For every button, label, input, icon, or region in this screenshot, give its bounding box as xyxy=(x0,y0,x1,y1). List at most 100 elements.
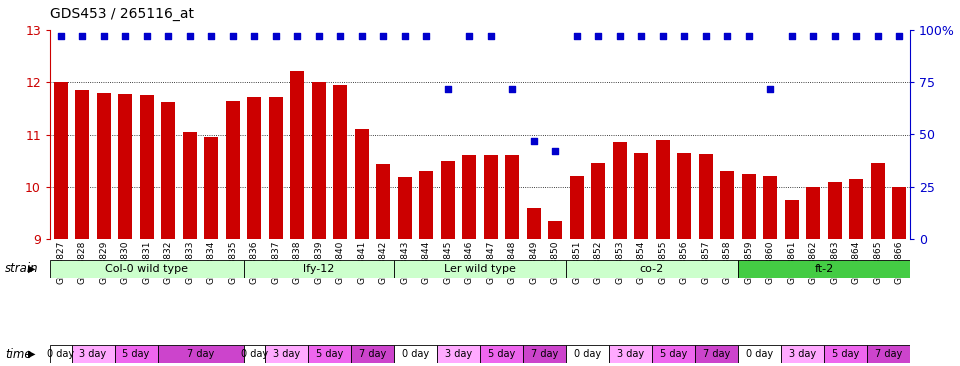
Point xyxy=(354,33,370,39)
Point xyxy=(590,33,606,39)
Text: 3 day: 3 day xyxy=(789,349,816,359)
Bar xyxy=(157,346,244,363)
Bar xyxy=(437,346,480,363)
Bar xyxy=(244,260,394,278)
Text: strain: strain xyxy=(5,262,38,276)
Bar xyxy=(480,346,523,363)
Text: 0 day: 0 day xyxy=(746,349,773,359)
Point xyxy=(117,33,132,39)
Text: 7 day: 7 day xyxy=(875,349,902,359)
Bar xyxy=(114,346,157,363)
Text: 3 day: 3 day xyxy=(617,349,644,359)
Point xyxy=(268,33,283,39)
Point xyxy=(828,33,843,39)
Bar xyxy=(738,346,781,363)
Point xyxy=(634,33,649,39)
Text: 7 day: 7 day xyxy=(703,349,731,359)
Text: 0 day: 0 day xyxy=(47,349,74,359)
Bar xyxy=(308,346,351,363)
Bar xyxy=(118,94,132,239)
Bar xyxy=(269,97,283,239)
Bar xyxy=(97,93,110,239)
Bar xyxy=(763,176,778,239)
Text: 5 day: 5 day xyxy=(660,349,687,359)
Point xyxy=(160,33,176,39)
Bar xyxy=(635,153,648,239)
Point xyxy=(720,33,735,39)
Bar xyxy=(140,95,154,239)
Point xyxy=(139,33,155,39)
Bar xyxy=(351,346,394,363)
Bar xyxy=(71,346,114,363)
Point xyxy=(547,148,563,154)
Point xyxy=(440,86,455,92)
Bar xyxy=(244,346,265,363)
Text: 3 day: 3 day xyxy=(444,349,472,359)
Point xyxy=(569,33,585,39)
Text: ▶: ▶ xyxy=(28,264,35,274)
Text: time: time xyxy=(5,347,32,361)
Point xyxy=(526,138,541,144)
Bar xyxy=(806,187,820,239)
Text: 0 day: 0 day xyxy=(402,349,429,359)
Bar xyxy=(463,156,476,239)
Bar xyxy=(226,101,240,239)
Point xyxy=(332,33,348,39)
Point xyxy=(75,33,90,39)
Point xyxy=(849,33,864,39)
Point xyxy=(53,33,68,39)
Point xyxy=(462,33,477,39)
Point xyxy=(483,33,498,39)
Bar xyxy=(609,346,652,363)
Bar xyxy=(484,156,497,239)
Text: ▶: ▶ xyxy=(28,349,35,359)
Bar xyxy=(312,82,325,239)
Point xyxy=(204,33,219,39)
Point xyxy=(397,33,413,39)
Point xyxy=(182,33,198,39)
Point xyxy=(612,33,628,39)
Point xyxy=(677,33,692,39)
Bar xyxy=(850,179,863,239)
Bar xyxy=(784,200,799,239)
Text: 7 day: 7 day xyxy=(531,349,558,359)
Point xyxy=(698,33,713,39)
Bar xyxy=(738,260,910,278)
Bar xyxy=(394,346,437,363)
Bar xyxy=(591,163,605,239)
Text: 0 day: 0 day xyxy=(574,349,601,359)
Bar xyxy=(182,132,197,239)
Bar xyxy=(50,260,244,278)
Bar xyxy=(265,346,308,363)
Bar xyxy=(824,346,867,363)
Text: lfy-12: lfy-12 xyxy=(303,264,334,274)
Bar xyxy=(652,346,695,363)
Bar xyxy=(742,174,756,239)
Point xyxy=(375,33,391,39)
Bar xyxy=(394,260,566,278)
Bar xyxy=(248,97,261,239)
Bar xyxy=(161,102,176,239)
Bar xyxy=(720,171,734,239)
Bar xyxy=(333,85,348,239)
Bar xyxy=(828,182,842,239)
Bar xyxy=(612,142,627,239)
Point xyxy=(311,33,326,39)
Text: GDS453 / 265116_at: GDS453 / 265116_at xyxy=(50,7,194,21)
Bar xyxy=(781,346,824,363)
Text: 5 day: 5 day xyxy=(316,349,343,359)
Text: 5 day: 5 day xyxy=(832,349,859,359)
Point xyxy=(419,33,434,39)
Text: 0 day: 0 day xyxy=(241,349,268,359)
Point xyxy=(290,33,305,39)
Text: 5 day: 5 day xyxy=(122,349,150,359)
Point xyxy=(892,33,907,39)
Text: Col-0 wild type: Col-0 wild type xyxy=(106,264,188,274)
Bar xyxy=(548,221,563,239)
Bar xyxy=(527,208,540,239)
Bar xyxy=(570,176,584,239)
Bar xyxy=(75,90,89,239)
Point xyxy=(762,86,778,92)
Point xyxy=(805,33,821,39)
Bar xyxy=(656,140,670,239)
